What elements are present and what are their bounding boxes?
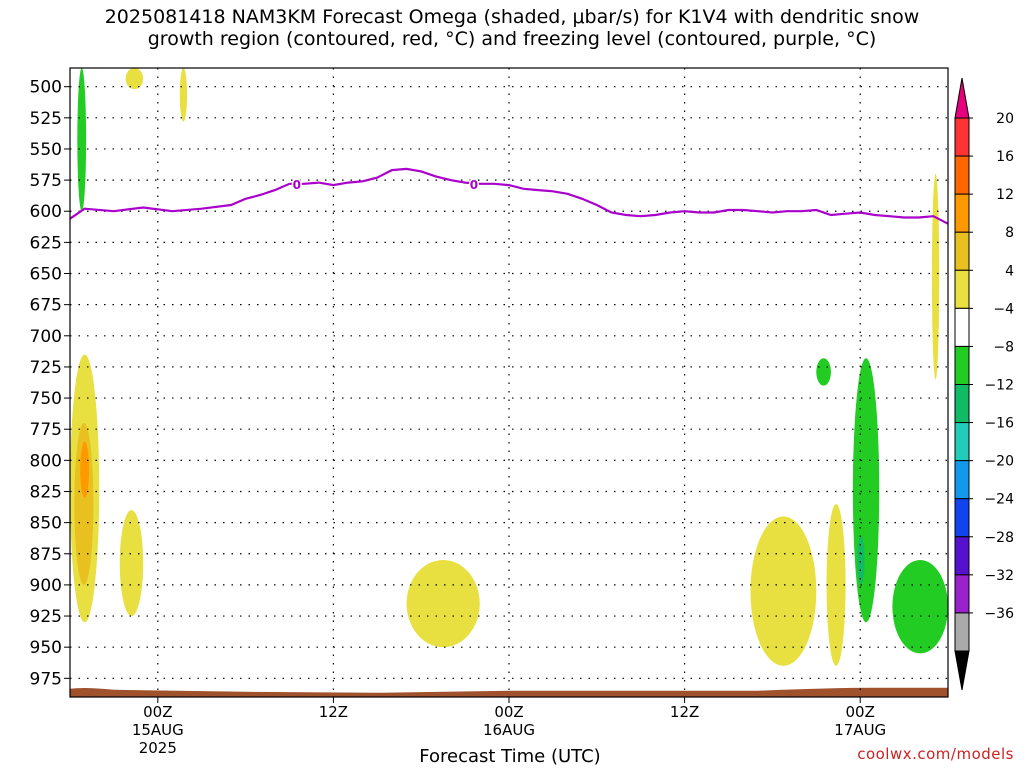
colorbar-box-9 — [954, 460, 970, 500]
omega-area-14 — [892, 559, 948, 654]
colorbar-label-5: −4 — [993, 301, 1014, 317]
omega-area-12 — [852, 358, 880, 623]
y-tick-label-875: 875 — [30, 545, 62, 565]
y-tick-label-550: 550 — [30, 140, 62, 160]
colorbar-label-2: 12 — [996, 187, 1014, 203]
chart-title: 2025081418 NAM3KM Forecast Omega (shaded… — [0, 6, 1024, 50]
colorbar-box-6 — [954, 345, 970, 385]
y-tick-label-775: 775 — [30, 420, 62, 440]
plot-frame — [69, 67, 949, 698]
colorbar-label-9: −20 — [984, 454, 1014, 470]
terrain-band — [70, 687, 948, 697]
colorbar-label-6: −8 — [993, 339, 1014, 355]
y-tick-label-675: 675 — [30, 296, 62, 316]
y-tick-label-700: 700 — [30, 327, 62, 347]
x-tick-year-0: 2025 — [139, 739, 177, 757]
colorbar-box-11 — [954, 536, 970, 576]
x-tick-date-4: 17AUG — [834, 721, 886, 739]
x-tick-label-4: 00Z — [846, 703, 875, 721]
omega-area-7 — [931, 173, 940, 380]
omega-area-13 — [857, 535, 865, 585]
freezing-level-line — [69, 167, 949, 225]
title-line-1: 2025081418 NAM3KM Forecast Omega (shaded… — [104, 6, 920, 28]
colorbar-box-3 — [954, 231, 970, 271]
y-tick-label-925: 925 — [30, 607, 62, 627]
omega-area-9 — [179, 68, 188, 122]
x-tick-date-0: 15AUG — [132, 721, 184, 739]
y-tick-label-950: 950 — [30, 638, 62, 658]
x-tick-label-3: 12Z — [670, 703, 699, 721]
y-tick-label-800: 800 — [30, 451, 62, 471]
colorbar-box-13 — [954, 612, 970, 652]
x-axis-label: Forecast Time (UTC) — [419, 746, 601, 767]
x-tick-label-1: 12Z — [319, 703, 348, 721]
colorbar-label-1: 16 — [996, 149, 1014, 165]
colorbar-label-0: 20 — [996, 111, 1014, 127]
colorbar-label-10: −24 — [984, 492, 1014, 508]
omega-area-3 — [119, 510, 144, 617]
title-line-2: growth region (contoured, red, °C) and f… — [147, 28, 877, 50]
y-tick-label-725: 725 — [30, 358, 62, 378]
colorbar-box-0 — [954, 117, 970, 157]
y-tick-label-850: 850 — [30, 514, 62, 534]
y-tick-label-500: 500 — [30, 78, 62, 98]
y-tick-label-825: 825 — [30, 482, 62, 502]
credit-text: coolwx.com/models — [857, 745, 1014, 763]
omega-area-10 — [77, 67, 87, 212]
y-tick-label-600: 600 — [30, 202, 62, 222]
omega-area-4 — [406, 559, 480, 648]
y-tick-label-750: 750 — [30, 389, 62, 409]
colorbar-box-8 — [954, 422, 970, 462]
colorbar-label-7: −12 — [984, 378, 1014, 394]
y-tick-label-525: 525 — [30, 109, 62, 129]
colorbar-label-3: 8 — [1005, 225, 1014, 241]
y-tick-label-975: 975 — [30, 669, 62, 689]
omega-area-5 — [750, 516, 817, 666]
colorbar-box-4 — [954, 269, 970, 309]
colorbar-label-11: −28 — [984, 530, 1014, 546]
y-tick-label-650: 650 — [30, 265, 62, 285]
freezing-level-label-0: 0 — [293, 178, 301, 192]
x-tick-label-0: 00Z — [143, 703, 172, 721]
y-tick-label-575: 575 — [30, 171, 62, 191]
colorbar-label-13: −36 — [984, 606, 1014, 622]
omega-area-2 — [80, 441, 90, 498]
colorbar-label-4: 4 — [1005, 263, 1014, 279]
colorbar-top-arrow — [954, 77, 970, 119]
colorbar-label-8: −16 — [984, 416, 1014, 432]
colorbar-bottom-arrow — [954, 650, 970, 691]
colorbar-box-10 — [954, 498, 970, 538]
colorbar-box-12 — [954, 574, 970, 614]
x-tick-date-2: 16AUG — [483, 721, 535, 739]
omega-area-8 — [125, 68, 144, 90]
y-tick-label-900: 900 — [30, 576, 62, 596]
colorbar-box-5 — [954, 307, 970, 347]
omega-area-11 — [816, 358, 831, 386]
x-tick-label-2: 00Z — [494, 703, 523, 721]
colorbar-box-1 — [954, 155, 970, 195]
colorbar-box-2 — [954, 193, 970, 233]
y-tick-label-625: 625 — [30, 233, 62, 253]
colorbar-label-12: −32 — [984, 568, 1014, 584]
colorbar-box-7 — [954, 384, 970, 424]
freezing-level-label-1: 0 — [470, 178, 478, 192]
